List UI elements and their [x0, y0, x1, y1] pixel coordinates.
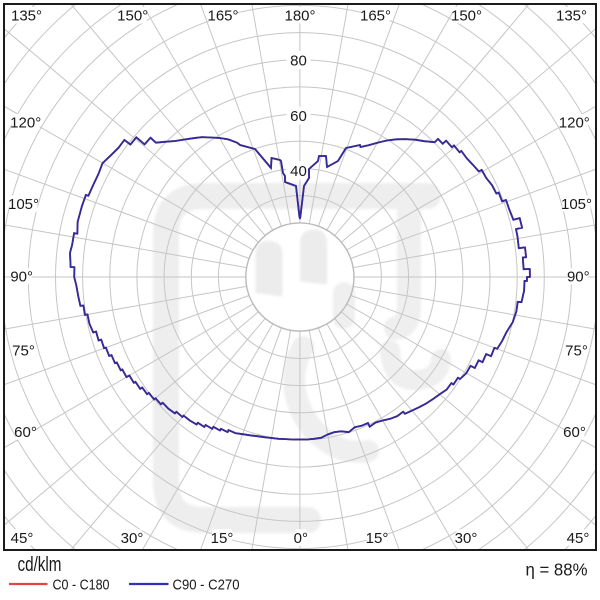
svg-text:30°: 30° — [455, 530, 478, 547]
svg-text:η = 88%: η = 88% — [526, 560, 588, 580]
svg-text:C90 - C270: C90 - C270 — [173, 577, 240, 594]
svg-text:75°: 75° — [12, 342, 35, 359]
svg-text:90°: 90° — [10, 269, 33, 286]
svg-text:30°: 30° — [121, 530, 144, 547]
svg-text:180°: 180° — [284, 8, 315, 25]
svg-text:120°: 120° — [559, 115, 590, 132]
svg-text:80: 80 — [290, 52, 307, 69]
svg-text:150°: 150° — [117, 8, 148, 25]
svg-text:105°: 105° — [8, 196, 39, 213]
svg-text:120°: 120° — [10, 115, 41, 132]
svg-text:0°: 0° — [294, 530, 308, 547]
svg-text:90°: 90° — [567, 269, 590, 286]
svg-text:135°: 135° — [11, 8, 42, 25]
svg-text:165°: 165° — [207, 8, 238, 25]
svg-text:cd/klm: cd/klm — [18, 554, 62, 576]
svg-text:75°: 75° — [565, 342, 588, 359]
svg-text:C0 - C180: C0 - C180 — [53, 577, 110, 594]
svg-text:150°: 150° — [451, 8, 482, 25]
svg-text:165°: 165° — [360, 8, 391, 25]
svg-text:40: 40 — [290, 163, 307, 180]
svg-text:105°: 105° — [561, 196, 592, 213]
svg-text:60°: 60° — [563, 424, 586, 441]
svg-text:15°: 15° — [366, 530, 389, 547]
svg-text:45°: 45° — [567, 530, 590, 547]
svg-text:135°: 135° — [556, 8, 587, 25]
svg-text:60: 60 — [290, 108, 307, 125]
svg-text:45°: 45° — [11, 530, 34, 547]
svg-text:15°: 15° — [211, 530, 234, 547]
svg-text:60°: 60° — [14, 424, 37, 441]
